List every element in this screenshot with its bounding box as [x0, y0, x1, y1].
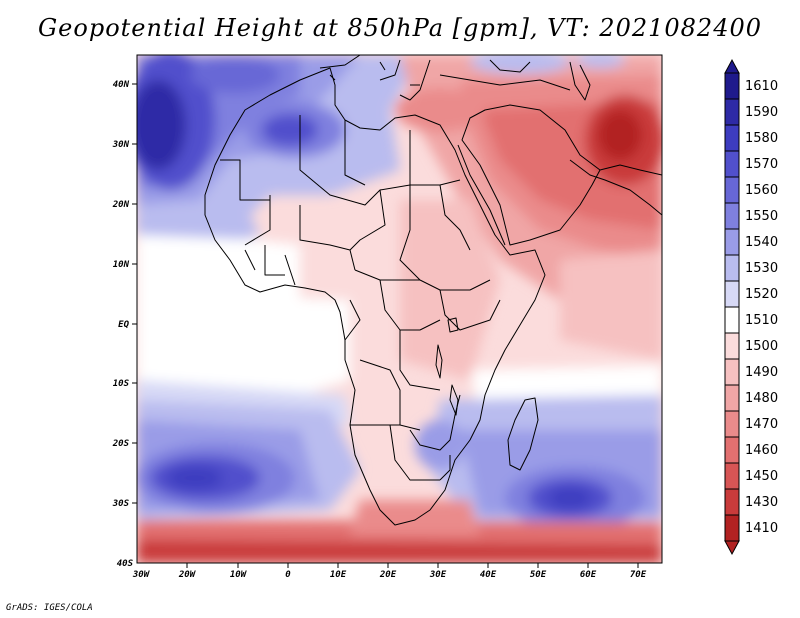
lon-label-30w: 30W: [132, 570, 151, 580]
latitude-axis: [132, 83, 137, 504]
colorbar-swatch: [724, 384, 740, 412]
lon-label-10w: 10W: [230, 570, 248, 580]
colorbar-swatch: [724, 306, 740, 334]
colorbar-label: 1530: [745, 261, 778, 276]
lon-label-20e: 20E: [379, 570, 397, 580]
colorbar-swatch: [724, 72, 740, 100]
map-frame: [136, 54, 663, 564]
lat-label-eq: EQ: [118, 320, 129, 330]
colorbar-swatch: [724, 436, 740, 464]
lon-label-10e: 10E: [330, 570, 347, 580]
lat-label-30s: 30S: [112, 499, 130, 509]
lat-label-30n: 30N: [112, 140, 130, 150]
lat-label-20s: 20S: [112, 439, 130, 449]
colorbar-swatch: [724, 280, 740, 308]
colorbar-label: 1450: [745, 469, 778, 484]
colorbar: 1610 1590 1580 1570 1560 1550 1540 1530 1520 1510…: [724, 58, 778, 556]
colorbar-label: 1590: [745, 105, 778, 120]
lon-label-50e: 50E: [530, 570, 547, 580]
grads-credit: GrADS: IGES/COLA: [6, 603, 93, 613]
colorbar-swatch: [724, 150, 740, 178]
colorbar-label: 1510: [745, 313, 778, 328]
colorbar-swatch: [724, 358, 740, 386]
colorbar-swatch: [724, 514, 740, 542]
height-field: [137, 55, 662, 563]
colorbar-label: 1460: [745, 443, 778, 458]
colorbar-label: 1500: [745, 339, 778, 354]
lon-label-70e: 70E: [630, 570, 647, 580]
lon-label-40e: 40E: [480, 570, 497, 580]
colorbar-swatch: [724, 228, 740, 256]
lat-label-40s: 40S: [117, 559, 134, 569]
colorbar-swatch: [724, 176, 740, 204]
colorbar-swatch: [724, 410, 740, 438]
colorbar-label: 1540: [745, 235, 778, 250]
colorbar-label: 1490: [745, 365, 778, 380]
colorbar-label: 1610: [745, 79, 778, 94]
lon-label-60e: 60E: [580, 570, 597, 580]
colorbar-label: 1560: [745, 183, 778, 198]
colorbar-swatch: [724, 98, 740, 126]
colorbar-swatch: [724, 124, 740, 152]
colorbar-top-arrow: [724, 58, 740, 74]
chart-title: Geopotential Height at 850hPa [gpm], VT:…: [38, 14, 762, 42]
lat-label-10n: 10N: [113, 260, 130, 270]
coastline-borders: [204, 55, 662, 526]
colorbar-label: 1520: [745, 287, 778, 302]
lon-label-30e: 30E: [429, 570, 447, 580]
colorbar-swatch: [724, 202, 740, 230]
longitude-axis: [186, 563, 639, 568]
colorbar-label: 1550: [745, 209, 778, 224]
colorbar-swatch: [724, 254, 740, 282]
colorbar-label: 1570: [745, 157, 778, 172]
lon-label-20w: 20W: [178, 570, 197, 580]
colorbar-label: 1580: [745, 131, 778, 146]
colorbar-swatch: [724, 462, 740, 490]
lat-label-40n: 40N: [113, 80, 130, 90]
colorbar-label: 1480: [745, 391, 778, 406]
colorbar-label: 1410: [745, 521, 778, 536]
colorbar-bottom-arrow: [724, 540, 740, 556]
colorbar-swatch: [724, 332, 740, 360]
lat-label-10s: 10S: [113, 379, 130, 389]
lat-label-20n: 20N: [112, 200, 130, 210]
colorbar-swatch: [724, 488, 740, 516]
lon-label-0: 0: [285, 570, 291, 580]
colorbar-label: 1430: [745, 495, 778, 510]
colorbar-label: 1470: [745, 417, 778, 432]
